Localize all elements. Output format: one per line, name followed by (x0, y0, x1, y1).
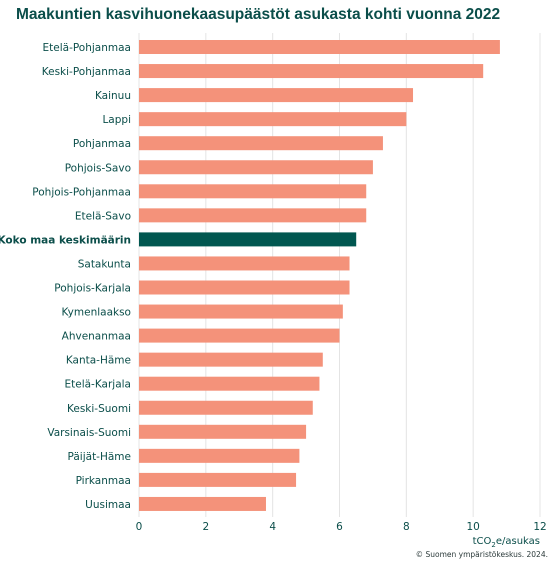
category-label: Satakunta (78, 258, 131, 270)
category-label: Etelä-Savo (75, 210, 131, 222)
bar (139, 40, 500, 54)
category-label: Lappi (102, 114, 131, 126)
source-note: © Suomen ympäristökeskus. 2024. (415, 550, 548, 559)
bar (139, 328, 340, 343)
category-label: Etelä-Pohjanmaa (43, 42, 132, 54)
category-label: Kanta-Häme (66, 355, 131, 367)
category-label-layer: Etelä-Pohjanmaa Keski-Pohjanmaa Kainuu Lapp… (0, 42, 131, 511)
category-label: Kainuu (95, 90, 131, 102)
x-tick-label-2: 2 (202, 521, 209, 533)
x-tick-label-10: 10 (466, 521, 479, 533)
bar (139, 64, 484, 79)
bar (139, 376, 320, 391)
bar (139, 352, 323, 367)
x-tick-label-0: 0 (136, 521, 143, 533)
bar (139, 208, 367, 223)
bar (139, 424, 307, 439)
x-tick-label-8: 8 (403, 521, 410, 533)
category-label: Keski-Pohjanmaa (42, 66, 131, 78)
category-label: Varsinais-Suomi (47, 427, 131, 439)
grid-layer (138, 33, 541, 517)
category-label: Pohjois-Savo (65, 162, 131, 174)
category-label: Koko maa keskimäärin (0, 234, 131, 246)
category-label: Pirkanmaa (76, 475, 131, 487)
chart-title: Maakuntien kasvihuonekaasupäästöt asukas… (16, 6, 501, 23)
bar (139, 280, 350, 295)
category-label: Keski-Suomi (67, 403, 131, 415)
bar (139, 400, 313, 415)
bar-layer (139, 40, 500, 511)
category-label: Pohjois-Pohjanmaa (32, 186, 131, 198)
x-tick-label-12: 12 (533, 521, 546, 533)
bar (139, 448, 300, 463)
category-label: Etelä-Karjala (64, 379, 131, 391)
x-tick-label-4: 4 (269, 521, 276, 533)
x-tick-label-6: 6 (336, 521, 343, 533)
category-label: Ahvenanmaa (62, 331, 131, 343)
bar (139, 160, 373, 175)
bar (139, 496, 266, 511)
category-label: Kymenlaakso (62, 307, 131, 319)
bar (139, 304, 343, 319)
category-label: Uusimaa (85, 499, 131, 511)
bar (139, 184, 367, 199)
bar (139, 112, 407, 127)
category-label: Päijät-Häme (68, 451, 132, 463)
bar (139, 88, 414, 103)
bar (139, 472, 297, 487)
bar (139, 256, 350, 271)
bar-highlight (139, 232, 357, 247)
category-label: Pohjanmaa (73, 138, 131, 150)
bar (139, 136, 383, 151)
tick-label-layer: 0 2 4 6 8 10 12 (136, 521, 547, 533)
category-label: Pohjois-Karjala (54, 283, 131, 295)
x-axis-label: tCO2e/asukas (473, 536, 540, 549)
